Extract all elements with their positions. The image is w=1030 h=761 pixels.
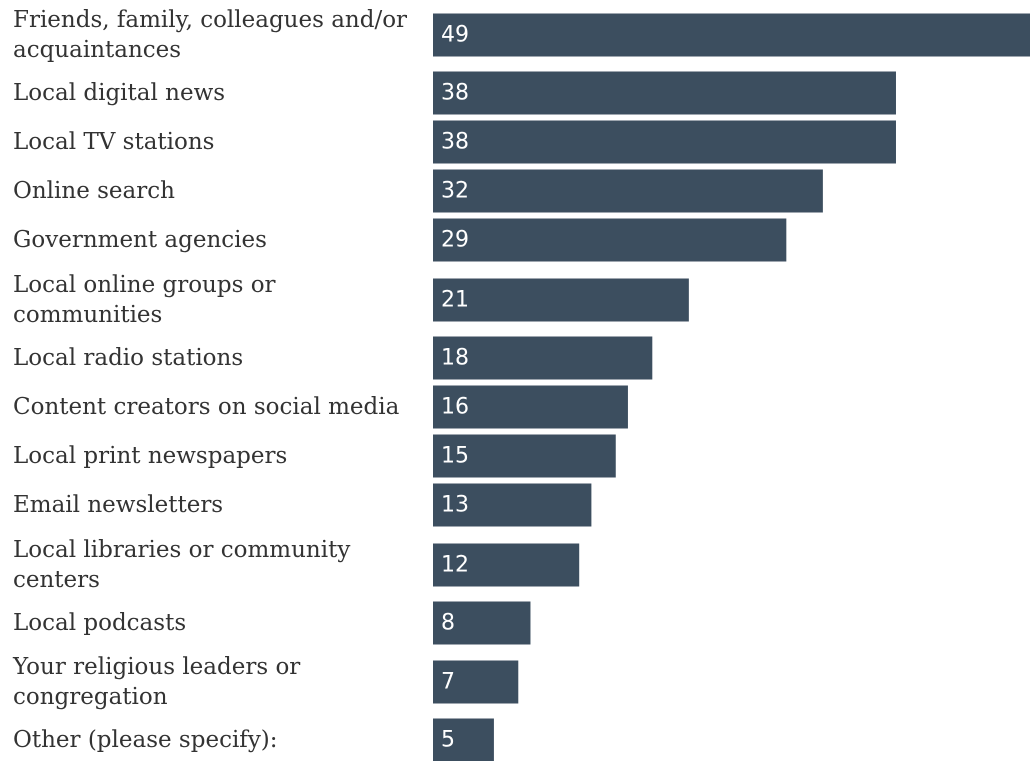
category-label: Online search xyxy=(13,178,175,204)
bar-value-label: 13 xyxy=(441,493,469,518)
bar-value-label: 32 xyxy=(441,179,469,204)
bar-value-label: 49 xyxy=(441,23,469,48)
category-label-line: centers xyxy=(13,567,100,593)
category-label-line: communities xyxy=(13,302,162,328)
bar-4 xyxy=(433,169,823,213)
category-label-line: Local libraries or community xyxy=(13,537,350,563)
category-label-line: congregation xyxy=(13,684,168,710)
category-label: Local digital news xyxy=(13,80,225,106)
bar-value-label: 8 xyxy=(441,611,455,636)
category-label-line: Local radio stations xyxy=(13,345,243,371)
bar-8 xyxy=(433,385,628,429)
category-label: Local print newspapers xyxy=(13,443,287,469)
bar-1 xyxy=(433,13,1030,57)
bar-3 xyxy=(433,120,896,164)
category-label: Local online groups or communities xyxy=(13,272,276,328)
category-label: Local podcasts xyxy=(13,610,186,636)
category-label-line: Local TV stations xyxy=(13,129,214,155)
category-label-line: Friends, family, colleagues and/or xyxy=(13,7,407,33)
category-label-line: Content creators on social media xyxy=(13,394,400,420)
bar-13 xyxy=(433,660,519,704)
category-label: Email newsletters xyxy=(13,492,223,518)
bar-value-label: 38 xyxy=(441,130,469,155)
bar-value-label: 21 xyxy=(441,288,469,313)
category-label-line: Local online groups or xyxy=(13,272,276,298)
bar-12 xyxy=(433,601,531,645)
category-label-line: Email newsletters xyxy=(13,492,223,518)
bar-5 xyxy=(433,218,787,262)
category-label: Other (please specify): xyxy=(13,727,278,753)
category-label-line: Government agencies xyxy=(13,227,267,253)
bar-value-label: 16 xyxy=(441,395,469,420)
category-label-line: Other (please specify): xyxy=(13,727,278,753)
bars xyxy=(433,13,1030,761)
category-label-line: Local print newspapers xyxy=(13,443,287,469)
bar-11 xyxy=(433,543,580,587)
bar-value-label: 29 xyxy=(441,228,469,253)
bar-2 xyxy=(433,71,896,115)
category-label-line: Local podcasts xyxy=(13,610,186,636)
category-label-line: Your religious leaders or xyxy=(12,654,300,680)
bar-value-label: 18 xyxy=(441,346,469,371)
category-label: Your religious leaders or congregation xyxy=(12,654,300,710)
category-label-line: acquaintances xyxy=(13,37,181,63)
bar-10 xyxy=(433,483,592,527)
category-label: Local radio stations xyxy=(13,345,243,371)
category-label: Local TV stations xyxy=(13,129,214,155)
category-label: Content creators on social media xyxy=(13,394,400,420)
category-label-line: Online search xyxy=(13,178,175,204)
bar-value-label: 5 xyxy=(441,728,455,753)
bar-value-label: 38 xyxy=(441,81,469,106)
category-label: Friends, family, colleagues and/or acquai… xyxy=(13,7,407,63)
bar-value-label: 15 xyxy=(441,444,469,469)
bar-value-label: 12 xyxy=(441,553,469,578)
category-label-line: Local digital news xyxy=(13,80,225,106)
value-labels: 49 38 38 32 29 21 18 16 15 13 12 8 7 5 xyxy=(441,23,469,753)
bar-6 xyxy=(433,278,689,322)
bar-value-label: 7 xyxy=(441,670,455,695)
bar-9 xyxy=(433,434,616,478)
category-labels: Friends, family, colleagues and/or acquai… xyxy=(12,7,407,753)
category-label: Local libraries or community centers xyxy=(13,537,350,593)
bar-7 xyxy=(433,336,653,380)
bar-14 xyxy=(433,718,494,761)
category-label: Government agencies xyxy=(13,227,267,253)
